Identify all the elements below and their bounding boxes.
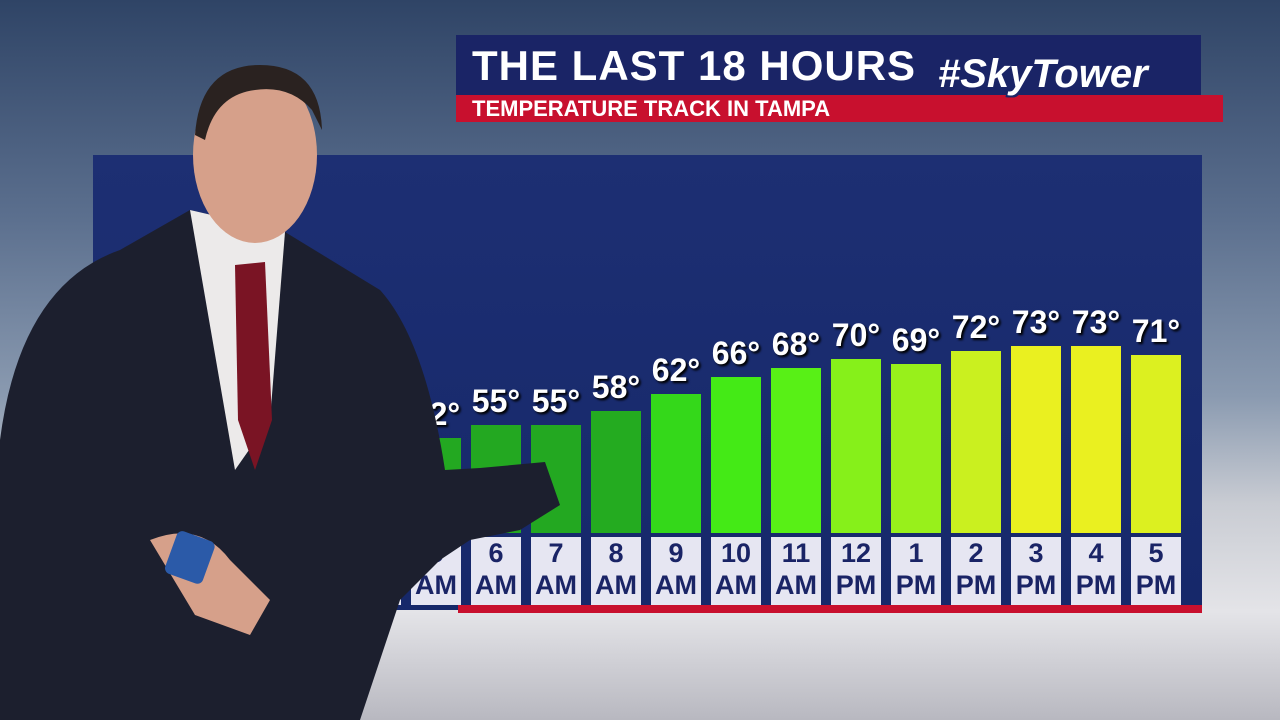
x-tick-label: 12 PM [831,537,881,605]
title-box [456,35,1201,95]
bar [651,394,701,533]
value-label: 73° [1071,304,1121,341]
value-label: 55° [531,382,581,419]
chart-title: THE LAST 18 HOURS [472,42,917,89]
value-label: 70° [831,317,881,354]
value-label: 62° [651,352,701,389]
x-tick-label: 3 PM [1011,537,1061,605]
value-label: 68° [771,326,821,363]
value-label: 55° [471,382,521,419]
bar [1071,346,1121,533]
bar [711,376,761,533]
value-label: 58° [591,369,641,406]
x-tick-label: 2 PM [951,537,1001,605]
x-tick-label: 8 AM [591,537,641,605]
value-label: 73° [1011,304,1061,341]
value-label: 72° [951,308,1001,345]
value-label: 71° [1131,313,1181,350]
x-tick-label: 5 PM [1131,537,1181,605]
x-tick-label: 6 AM [471,537,521,605]
chart-subtitle: TEMPERATURE TRACK IN TAMPA [472,96,831,121]
bar [1131,355,1181,533]
bar [891,363,941,533]
value-label: 66° [711,334,761,371]
value-label: 69° [891,321,941,358]
bar [1011,346,1061,533]
x-tick-label: 7 AM [531,537,581,605]
bar [951,350,1001,533]
red-rule [458,605,1202,613]
x-tick-label: 11 AM [771,537,821,605]
bar [591,411,641,533]
x-tick-label: 10 AM [711,537,761,605]
logo: #SkyTower [938,52,1148,96]
x-tick-label: 4 PM [1071,537,1121,605]
bar [831,359,881,533]
subtitle-box [456,95,1223,122]
bar [771,368,821,533]
presenter [0,65,560,720]
x-tick-label: 9 AM [651,537,701,605]
x-tick-label: 1 PM [891,537,941,605]
